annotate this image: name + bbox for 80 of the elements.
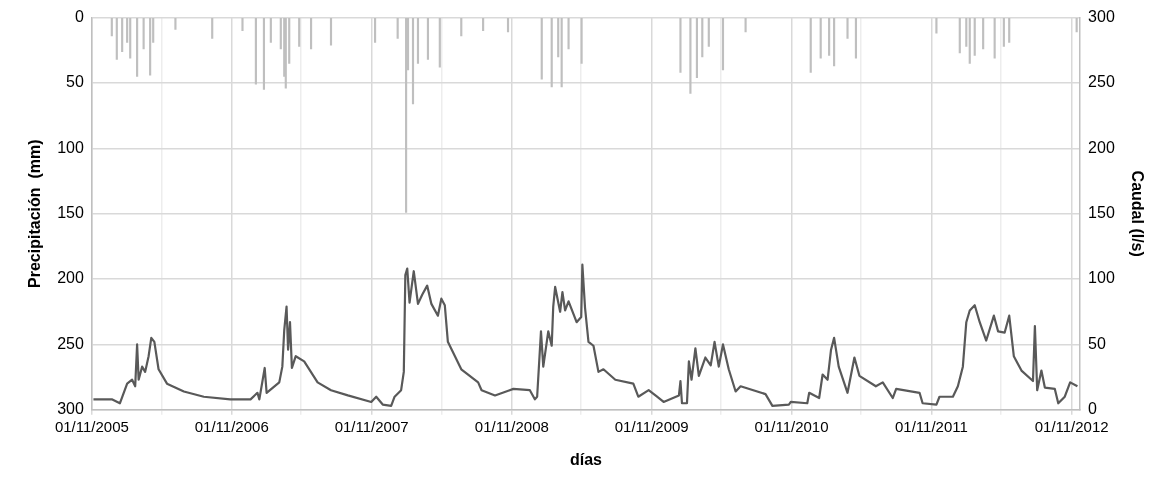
y-tick-label: 250 — [57, 334, 84, 352]
bar — [958, 18, 961, 54]
bar — [828, 18, 831, 56]
bar — [298, 18, 301, 47]
y-tick-label: 150 — [57, 204, 84, 222]
y-tick-label: 100 — [57, 138, 84, 156]
bar — [262, 18, 266, 90]
bar — [846, 18, 849, 39]
bar — [540, 18, 543, 80]
bar — [438, 18, 441, 68]
bar — [416, 18, 420, 64]
bar — [679, 18, 682, 73]
bar — [482, 18, 485, 31]
bar — [149, 18, 152, 76]
bar — [254, 18, 257, 85]
y2-tick-label: 300 — [1088, 8, 1115, 26]
bar — [550, 18, 553, 88]
bar — [142, 18, 145, 50]
y2-axis-title: Caudal (l/s) — [1128, 170, 1146, 257]
bar — [744, 18, 747, 33]
bar — [396, 18, 399, 39]
x-tick-label: 01/11/2006 — [194, 417, 269, 435]
y-tick-label: 300 — [57, 400, 84, 418]
bar — [809, 18, 812, 73]
bar — [269, 18, 272, 43]
bar — [993, 18, 996, 59]
bar — [115, 18, 118, 60]
bar — [129, 18, 132, 59]
bar — [982, 18, 985, 50]
x-tick-label: 01/11/2012 — [1034, 417, 1109, 435]
x-tick-label: 01/11/2010 — [754, 417, 829, 435]
y2-tick-label: 100 — [1088, 269, 1115, 287]
x-tick-label: 01/11/2005 — [54, 417, 129, 435]
bar — [460, 18, 463, 37]
bar — [411, 18, 415, 105]
bar — [121, 18, 124, 52]
bar — [833, 18, 836, 67]
bar — [136, 18, 139, 77]
bar — [580, 18, 583, 64]
bar — [426, 18, 430, 60]
y2-tick-label: 50 — [1088, 334, 1106, 352]
bar — [1008, 18, 1011, 43]
bar — [973, 18, 976, 56]
bar — [695, 18, 699, 79]
bar — [405, 18, 408, 213]
bar — [110, 18, 113, 37]
bar — [935, 18, 938, 34]
y-tick-label: 200 — [57, 269, 84, 287]
y2-tick-label: 150 — [1088, 204, 1115, 222]
y2-tick-label: 250 — [1088, 73, 1115, 91]
bar — [560, 18, 563, 88]
bar — [965, 18, 968, 47]
bar — [819, 18, 822, 59]
bar — [284, 18, 287, 89]
bar — [567, 18, 570, 50]
x-tick-label: 01/11/2011 — [895, 417, 968, 435]
x-axis-title: días — [569, 450, 603, 468]
x-tick-label: 01/11/2007 — [334, 417, 409, 435]
bar — [968, 18, 971, 64]
bar — [211, 18, 214, 39]
bar — [854, 18, 858, 59]
bar — [707, 18, 710, 47]
y-tick-label: 50 — [66, 73, 84, 91]
y-tick-label: 0 — [74, 8, 84, 26]
bar — [309, 18, 313, 50]
bar — [721, 18, 725, 71]
y-axis-title: Precipitación (mm) — [26, 139, 44, 288]
bar — [241, 18, 244, 31]
bar — [174, 18, 177, 30]
bar — [373, 18, 377, 43]
bar — [701, 18, 704, 58]
bar — [1002, 18, 1005, 47]
bar — [689, 18, 692, 94]
x-tick-label: 01/11/2009 — [614, 417, 689, 435]
y2-tick-label: 200 — [1088, 138, 1115, 156]
bar — [557, 18, 560, 58]
y2-tick-label: 0 — [1088, 400, 1098, 418]
bar — [506, 18, 510, 33]
bar — [329, 18, 333, 46]
x-tick-label: 01/11/2008 — [474, 417, 549, 435]
